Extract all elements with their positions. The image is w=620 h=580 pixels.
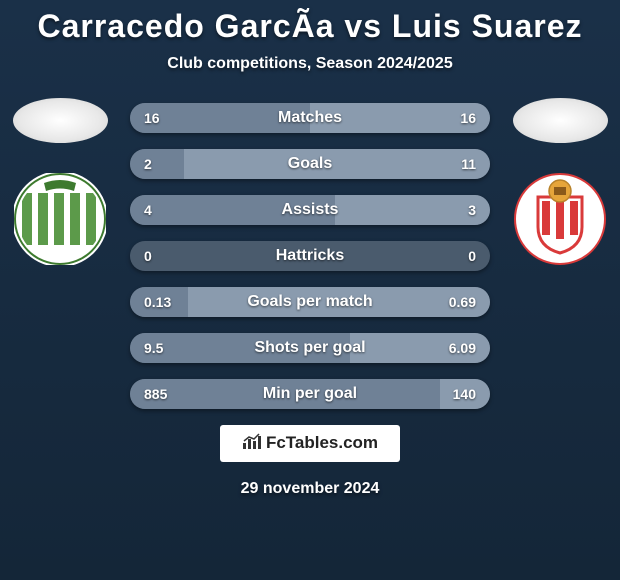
subtitle: Club competitions, Season 2024/2025 [0, 55, 620, 73]
page-title: Carracedo GarcÃ­a vs Luis Suarez [0, 0, 620, 45]
stat-row: 885Min per goal140 [130, 379, 490, 409]
player-right-column [510, 103, 610, 265]
club-badge-right-icon [514, 173, 606, 265]
stat-label: Hattricks [190, 247, 430, 265]
stat-value-left: 0 [130, 248, 190, 264]
stat-label: Shots per goal [190, 339, 430, 357]
footer: FcTables.com [0, 425, 620, 462]
date-text: 29 november 2024 [0, 480, 620, 498]
chart-icon [242, 433, 262, 454]
stat-value-left: 0.13 [130, 294, 190, 310]
player-left-avatar [13, 98, 108, 143]
player-right-avatar [513, 98, 608, 143]
stat-row: 2Goals11 [130, 149, 490, 179]
stat-value-left: 4 [130, 202, 190, 218]
stat-value-right: 0.69 [430, 294, 490, 310]
stat-value-left: 16 [130, 110, 190, 126]
stat-row: 0Hattricks0 [130, 241, 490, 271]
stat-row: 0.13Goals per match0.69 [130, 287, 490, 317]
stat-label: Goals per match [190, 293, 430, 311]
stat-row: 9.5Shots per goal6.09 [130, 333, 490, 363]
stat-value-right: 140 [430, 386, 490, 402]
stats-container: 16Matches162Goals114Assists30Hattricks00… [130, 103, 490, 409]
stat-label: Goals [190, 155, 430, 173]
club-badge-left-icon [14, 173, 106, 265]
stat-row: 4Assists3 [130, 195, 490, 225]
stat-value-right: 11 [430, 156, 490, 172]
stat-value-right: 0 [430, 248, 490, 264]
stat-value-left: 2 [130, 156, 190, 172]
player-right-club-badge [514, 173, 606, 265]
stat-label: Assists [190, 201, 430, 219]
stat-label: Min per goal [190, 385, 430, 403]
stat-value-right: 3 [430, 202, 490, 218]
player-left-club-badge [14, 173, 106, 265]
stat-label: Matches [190, 109, 430, 127]
brand-logo[interactable]: FcTables.com [220, 425, 400, 462]
brand-text: FcTables.com [266, 433, 378, 452]
stat-value-right: 6.09 [430, 340, 490, 356]
stat-value-right: 16 [430, 110, 490, 126]
comparison-content: 16Matches162Goals114Assists30Hattricks00… [0, 103, 620, 409]
stat-value-left: 9.5 [130, 340, 190, 356]
stat-row: 16Matches16 [130, 103, 490, 133]
stat-value-left: 885 [130, 386, 190, 402]
player-left-column [10, 103, 110, 265]
